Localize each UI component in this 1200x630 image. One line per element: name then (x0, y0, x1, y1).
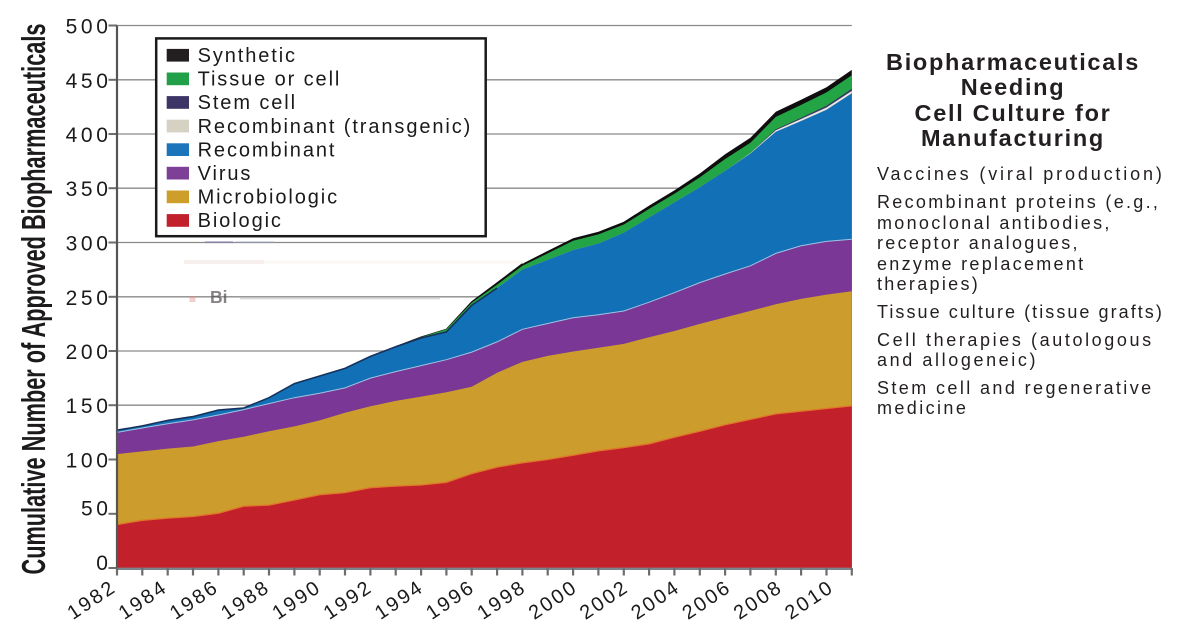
svg-text:1990: 1990 (268, 576, 325, 624)
svg-text:1992: 1992 (320, 576, 377, 624)
svg-text:500: 500 (66, 16, 112, 39)
svg-text:2000: 2000 (525, 576, 582, 624)
svg-text:1998: 1998 (474, 576, 531, 624)
svg-text:450: 450 (66, 70, 112, 93)
svg-text:Virus: Virus (198, 163, 253, 185)
svg-text:250: 250 (66, 287, 112, 310)
svg-text:2002: 2002 (576, 576, 633, 624)
svg-text:1982: 1982 (63, 576, 120, 624)
svg-text:1986: 1986 (166, 576, 223, 624)
svg-text:Recombinant (transgenic): Recombinant (transgenic) (198, 116, 473, 138)
svg-text:50: 50 (81, 498, 112, 521)
svg-text:Cumulative Number of Approved: Cumulative Number of Approved Biopharmac… (15, 24, 52, 575)
svg-text:Recombinant: Recombinant (198, 139, 337, 161)
svg-text:0: 0 (96, 552, 111, 575)
svg-text:400: 400 (66, 124, 112, 147)
svg-text:350: 350 (66, 178, 112, 201)
svg-text:1996: 1996 (422, 576, 479, 624)
svg-text:100: 100 (66, 450, 112, 473)
svg-text:2008: 2008 (730, 576, 787, 624)
svg-text:1994: 1994 (371, 576, 428, 624)
svg-text:200: 200 (66, 341, 112, 364)
svg-text:2006: 2006 (679, 576, 736, 624)
svg-text:300: 300 (66, 233, 112, 256)
svg-text:1988: 1988 (217, 576, 274, 624)
svg-text:2010: 2010 (781, 576, 838, 624)
svg-text:Microbiologic: Microbiologic (198, 187, 339, 209)
svg-text:Tissue or cell: Tissue or cell (198, 69, 342, 91)
svg-text:Bi: Bi (210, 287, 228, 307)
svg-text:150: 150 (66, 395, 112, 418)
svg-text:Stem cell: Stem cell (198, 92, 297, 114)
svg-text:2004: 2004 (627, 576, 684, 624)
svg-text:1984: 1984 (115, 576, 172, 624)
svg-text:Synthetic: Synthetic (198, 45, 297, 67)
svg-text:Biologic: Biologic (198, 210, 283, 232)
